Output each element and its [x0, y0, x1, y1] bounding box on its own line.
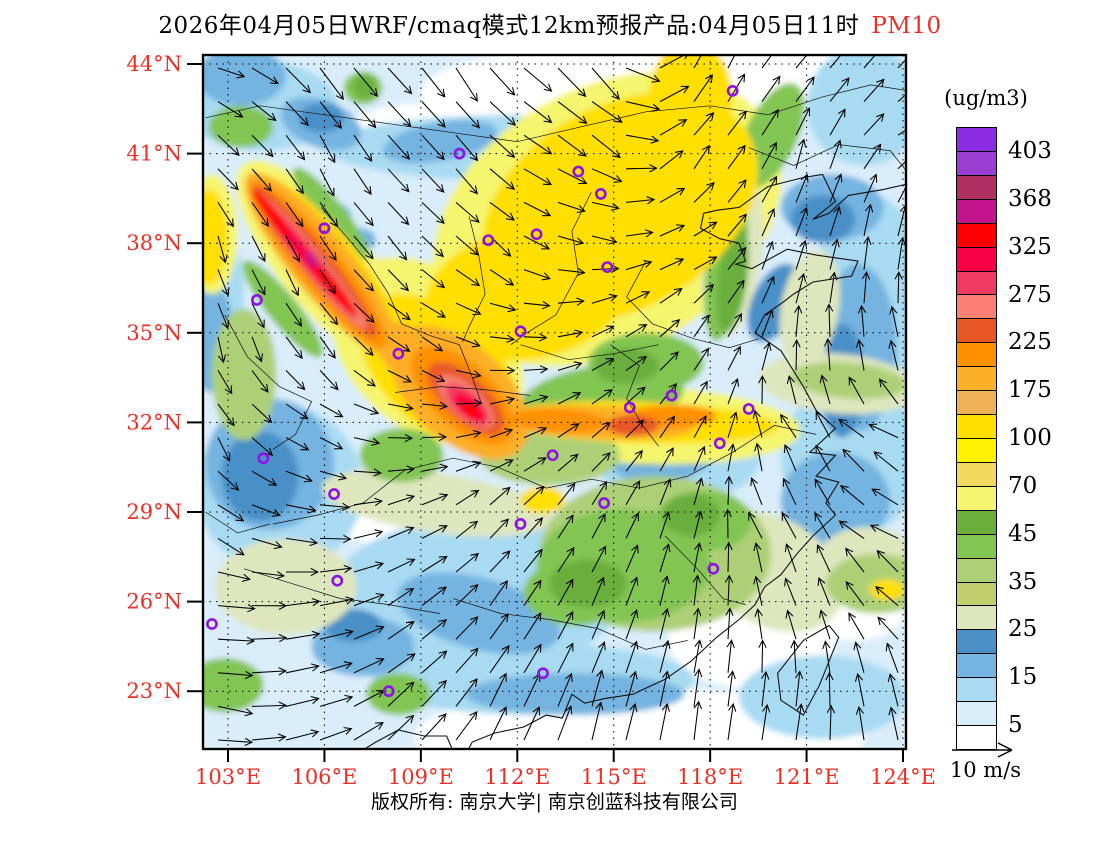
station-marker	[601, 261, 614, 273]
colorbar-box	[956, 461, 997, 487]
lat-axis-labels: 44°N 41°N 38°N 35°N 32°N 29°N 26°N 23°N	[126, 52, 182, 703]
station-marker	[665, 389, 678, 402]
colorbar-box	[956, 127, 997, 152]
lon-tick-label: 115°E	[581, 765, 647, 789]
colorbar-box	[956, 557, 997, 583]
station-marker	[707, 562, 720, 575]
colorbar-tick-label: 100	[1008, 425, 1052, 451]
lat-tick-label: 44°N	[126, 52, 182, 76]
station-marker	[331, 574, 344, 587]
colorbar-box	[956, 390, 997, 416]
station-marker	[482, 234, 495, 247]
lat-tick-label: 29°N	[126, 500, 182, 524]
colorbar-box	[956, 533, 997, 559]
colorbar-box	[956, 414, 997, 439]
colorbar-tick-label: 25	[1008, 616, 1038, 643]
colorbar-tick-label: 325	[1008, 233, 1052, 260]
lon-tick-label: 118°E	[677, 765, 743, 789]
colorbar-tick-label: 15	[1008, 664, 1038, 691]
station-marker	[572, 165, 585, 178]
colorbar-box	[956, 677, 997, 703]
colorbar-box	[956, 653, 997, 679]
lon-tick-label: 121°E	[774, 765, 840, 789]
station-marker	[537, 667, 549, 680]
colorbar-box	[956, 342, 997, 368]
station-marker	[514, 325, 527, 338]
station-marker	[546, 449, 559, 462]
wind-scale-label: 10 m/s	[949, 758, 1022, 782]
station-marker	[514, 518, 527, 530]
lon-tick-label: 112°E	[484, 765, 550, 789]
colorbar-box	[956, 605, 997, 631]
lat-tick-label: 32°N	[126, 410, 182, 434]
colorbar-tick-label: 70	[1008, 472, 1038, 499]
axis-ticks	[187, 63, 905, 762]
colorbar-tick-label: 225	[1008, 329, 1052, 356]
wind-scale-arrow	[952, 742, 1013, 758]
lat-tick-label: 41°N	[126, 142, 182, 166]
colorbar-box	[956, 629, 997, 655]
colorbar-box	[956, 246, 997, 272]
station-marker	[328, 488, 340, 500]
contour-layer	[204, 56, 905, 748]
colorbar-box	[956, 270, 997, 296]
colorbar-box	[956, 222, 997, 248]
station-marker	[594, 188, 607, 200]
colorbar	[956, 127, 997, 750]
colorbar-box	[956, 701, 997, 727]
colorbar-tick-label: 45	[1008, 520, 1038, 547]
station-marker	[392, 347, 405, 360]
station-marker	[382, 685, 395, 698]
colorbar-tick-label: 5	[1008, 712, 1023, 739]
map-frame	[201, 53, 908, 751]
station-marker	[598, 497, 610, 509]
lon-tick-label: 103°E	[195, 765, 261, 789]
lon-tick-label: 109°E	[388, 765, 454, 789]
lat-tick-label: 23°N	[126, 679, 182, 703]
colorbar-box	[956, 509, 997, 535]
colorbar-tick-label: 403	[1008, 137, 1052, 164]
colorbar-box	[956, 725, 997, 750]
lat-tick-label: 35°N	[126, 321, 182, 345]
colorbar-tick-label: 275	[1008, 281, 1052, 308]
lat-tick-label: 38°N	[126, 231, 182, 255]
colorbar-tick-label: 175	[1008, 377, 1052, 404]
colorbar-box	[956, 438, 997, 463]
colorbar-box	[956, 174, 997, 200]
lat-tick-label: 26°N	[126, 590, 182, 614]
graticule-layer	[204, 56, 905, 748]
colorbar-box	[956, 318, 997, 344]
station-marker	[257, 452, 270, 465]
colorbar-box	[956, 150, 997, 176]
wind-arrows-layer	[217, 56, 905, 746]
lon-tick-label: 124°E	[870, 765, 936, 789]
colorbar-box	[956, 581, 997, 607]
colorbar-box	[956, 198, 997, 224]
colorbar-units-label: (ug/m3)	[944, 86, 1028, 110]
station-markers-layer	[206, 84, 755, 698]
colorbar-box	[956, 366, 997, 392]
station-marker	[206, 618, 218, 630]
station-marker	[623, 401, 636, 414]
colorbar-box	[956, 294, 997, 320]
station-marker	[726, 84, 739, 97]
station-marker	[251, 294, 263, 306]
colorbar-box	[956, 485, 997, 511]
copyright-text: 版权所有: 南京大学| 南京创蓝科技有限公司	[371, 791, 738, 813]
lon-tick-label: 106°E	[291, 765, 357, 789]
title-variable: PM10	[871, 13, 942, 39]
station-marker	[530, 228, 543, 241]
station-marker	[318, 222, 331, 235]
lon-axis-labels: 103°E 106°E 109°E 112°E 115°E 118°E 121°E 124°E	[195, 765, 936, 789]
station-marker	[742, 403, 755, 415]
title-text: 2026年04月05日WRF/cmaq模式12km预报产品:04月05日11时	[158, 13, 860, 39]
station-marker	[453, 147, 466, 160]
colorbar-tick-label: 35	[1008, 568, 1038, 595]
station-marker	[713, 437, 726, 450]
figure-title: 2026年04月05日WRF/cmaq模式12km预报产品:04月05日11时 P…	[0, 6, 1100, 40]
colorbar-tick-labels: 403 368 325 275 225 175 100 70 45 35 25 15 5	[1008, 127, 1088, 749]
colorbar-tick-label: 368	[1008, 185, 1052, 212]
